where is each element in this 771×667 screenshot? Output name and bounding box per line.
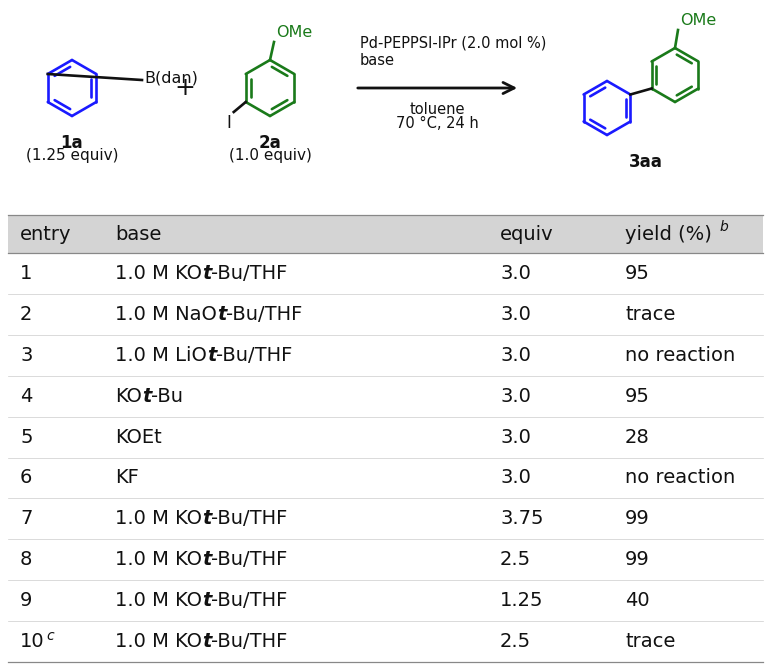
Text: OMe: OMe bbox=[680, 13, 716, 28]
Text: base: base bbox=[360, 53, 395, 68]
Text: 4: 4 bbox=[20, 387, 32, 406]
Text: yield (%): yield (%) bbox=[625, 225, 712, 243]
Text: 70 °C, 24 h: 70 °C, 24 h bbox=[396, 116, 479, 131]
Text: 3aa: 3aa bbox=[629, 153, 663, 171]
Text: 99: 99 bbox=[625, 550, 650, 569]
Text: 3.0: 3.0 bbox=[500, 264, 531, 283]
Text: 2: 2 bbox=[20, 305, 32, 324]
Text: -Bu/THF: -Bu/THF bbox=[211, 510, 288, 528]
Text: entry: entry bbox=[20, 225, 72, 243]
Text: trace: trace bbox=[625, 305, 675, 324]
Text: B(dan): B(dan) bbox=[144, 71, 198, 85]
Text: I: I bbox=[226, 114, 231, 132]
Text: c: c bbox=[46, 628, 54, 642]
Text: equiv: equiv bbox=[500, 225, 554, 243]
Text: 95: 95 bbox=[625, 387, 650, 406]
Text: 1.25: 1.25 bbox=[500, 591, 544, 610]
Text: 1.0 M KO: 1.0 M KO bbox=[115, 591, 202, 610]
Text: 3: 3 bbox=[20, 346, 32, 365]
Text: 8: 8 bbox=[20, 550, 32, 569]
Text: t: t bbox=[207, 346, 216, 365]
Text: t: t bbox=[202, 632, 211, 651]
Text: 3.0: 3.0 bbox=[500, 468, 531, 488]
Text: base: base bbox=[115, 225, 161, 243]
Text: 2.5: 2.5 bbox=[500, 550, 531, 569]
Text: 3.0: 3.0 bbox=[500, 387, 531, 406]
Text: Pd-PEPPSI-IPr (2.0 mol %): Pd-PEPPSI-IPr (2.0 mol %) bbox=[360, 35, 547, 50]
Text: 1.0 M KO: 1.0 M KO bbox=[115, 510, 202, 528]
Text: 99: 99 bbox=[625, 510, 650, 528]
Text: KOEt: KOEt bbox=[115, 428, 162, 446]
Text: 1.0 M KO: 1.0 M KO bbox=[115, 550, 202, 569]
Text: t: t bbox=[217, 305, 226, 324]
Text: 40: 40 bbox=[625, 591, 650, 610]
Text: 6: 6 bbox=[20, 468, 32, 488]
Text: t: t bbox=[202, 510, 211, 528]
Text: 3.75: 3.75 bbox=[500, 510, 544, 528]
Text: +: + bbox=[174, 76, 195, 100]
Text: -Bu/THF: -Bu/THF bbox=[211, 591, 288, 610]
Text: 28: 28 bbox=[625, 428, 650, 446]
Text: 2a: 2a bbox=[258, 134, 281, 152]
Text: 7: 7 bbox=[20, 510, 32, 528]
Text: 1a: 1a bbox=[61, 134, 83, 152]
Text: 1.0 M LiO: 1.0 M LiO bbox=[115, 346, 207, 365]
Text: toluene: toluene bbox=[409, 102, 465, 117]
Text: b: b bbox=[720, 220, 729, 234]
Text: OMe: OMe bbox=[276, 25, 312, 40]
Text: -Bu/THF: -Bu/THF bbox=[211, 264, 288, 283]
Text: 9: 9 bbox=[20, 591, 32, 610]
Text: trace: trace bbox=[625, 632, 675, 651]
Text: 1.0 M KO: 1.0 M KO bbox=[115, 632, 202, 651]
Text: (1.25 equiv): (1.25 equiv) bbox=[25, 148, 118, 163]
Text: -Bu/THF: -Bu/THF bbox=[216, 346, 293, 365]
Text: 3.0: 3.0 bbox=[500, 346, 531, 365]
Text: t: t bbox=[202, 591, 211, 610]
Text: KF: KF bbox=[115, 468, 139, 488]
Text: no reaction: no reaction bbox=[625, 346, 736, 365]
Bar bbox=[8, 215, 763, 253]
Text: t: t bbox=[202, 550, 211, 569]
Text: t: t bbox=[202, 264, 211, 283]
Text: no reaction: no reaction bbox=[625, 468, 736, 488]
Text: -Bu/THF: -Bu/THF bbox=[211, 632, 288, 651]
Text: -Bu: -Bu bbox=[151, 387, 183, 406]
Text: 10: 10 bbox=[20, 632, 45, 651]
Text: t: t bbox=[142, 387, 151, 406]
Text: 5: 5 bbox=[20, 428, 32, 446]
Text: 1.0 M KO: 1.0 M KO bbox=[115, 264, 202, 283]
Text: -Bu/THF: -Bu/THF bbox=[211, 550, 288, 569]
Text: 1: 1 bbox=[20, 264, 32, 283]
Text: KO: KO bbox=[115, 387, 142, 406]
Text: 1.0 M NaO: 1.0 M NaO bbox=[115, 305, 217, 324]
Text: -Bu/THF: -Bu/THF bbox=[226, 305, 303, 324]
Text: 2.5: 2.5 bbox=[500, 632, 531, 651]
Text: 3.0: 3.0 bbox=[500, 305, 531, 324]
Text: 95: 95 bbox=[625, 264, 650, 283]
Text: 3.0: 3.0 bbox=[500, 428, 531, 446]
Text: (1.0 equiv): (1.0 equiv) bbox=[228, 148, 311, 163]
